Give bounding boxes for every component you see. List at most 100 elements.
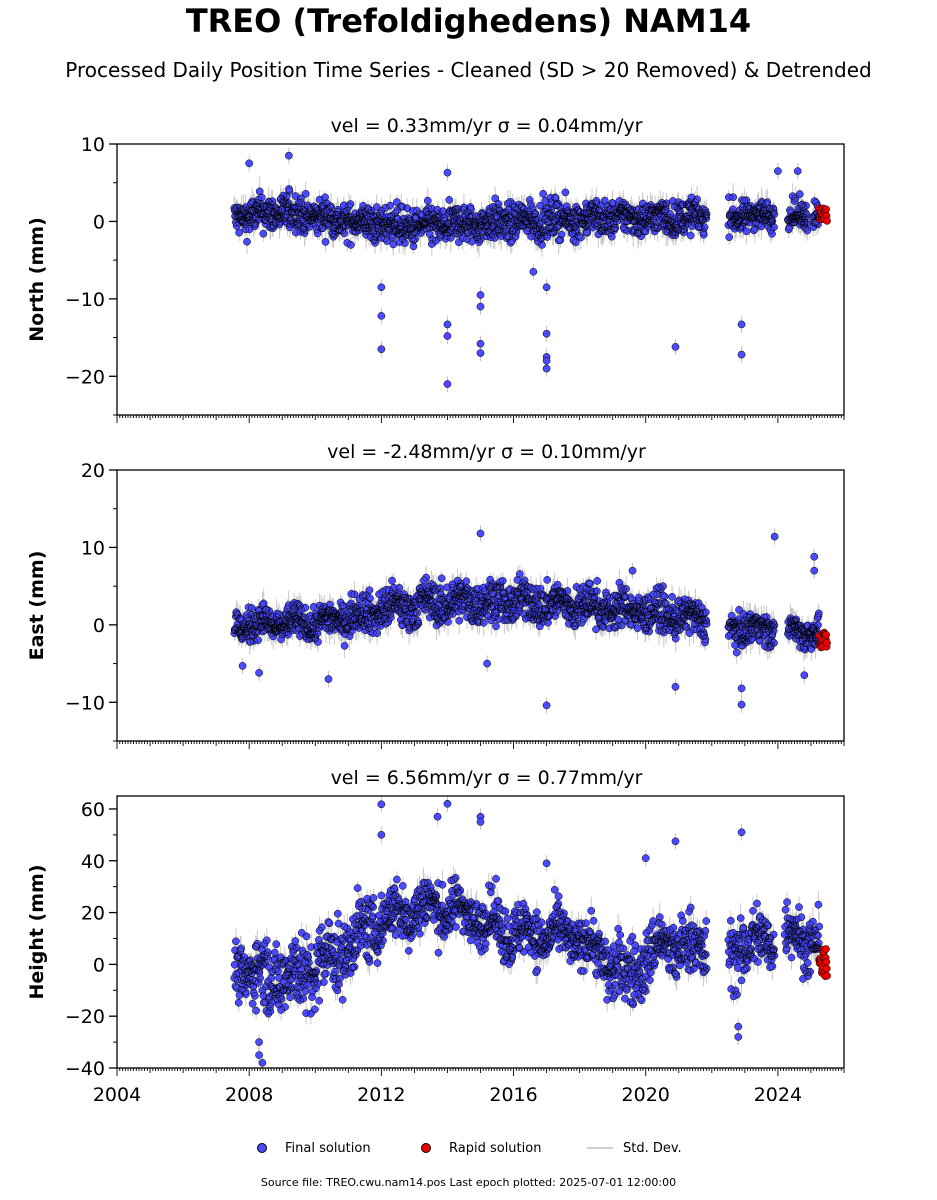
outlier-point (476, 529, 485, 538)
outlier-point (255, 669, 263, 677)
outlier-point (737, 684, 746, 693)
legend-label-rapid: Rapid solution (449, 1140, 542, 1156)
outlier-point (476, 291, 485, 299)
outlier-point (258, 1058, 267, 1067)
y-tick-label: −20 (65, 366, 105, 388)
outlier-point (377, 312, 386, 320)
panel-east: 20 10 0 −10 vel = -2.48mm/yr σ = 0.10mm/yr Ea… (26, 441, 845, 749)
outlier-point (284, 151, 293, 160)
rapid-points-east (815, 628, 831, 652)
y-tick-label: −20 (65, 1006, 105, 1028)
x-tick-label: 2008 (225, 1084, 273, 1106)
outlier-point (737, 828, 746, 837)
outlier-point (737, 350, 746, 359)
final-solution-markers (230, 570, 824, 657)
outlier-point (443, 320, 452, 329)
outlier-point (770, 532, 779, 541)
outlier-point (542, 364, 551, 373)
page-subtitle: Processed Daily Position Time Series - C… (65, 58, 872, 82)
rapid-points-height (815, 945, 831, 980)
rapid-point (822, 958, 831, 966)
outlier-point (476, 818, 485, 826)
outlier-point (542, 701, 551, 710)
outlier-point (628, 566, 637, 575)
y-tick-label: 0 (93, 615, 105, 637)
outlier-point (774, 167, 782, 175)
source-footer: Source file: TREO.cwu.nam14.pos Last epo… (260, 1176, 677, 1189)
outlier-point (542, 859, 551, 868)
panel-title-height: vel = 6.56mm/yr σ = 0.77mm/yr (331, 767, 643, 789)
outlier-point (793, 167, 802, 175)
y-tick-label: 20 (81, 460, 105, 482)
outlier-point (443, 332, 452, 340)
outlier-point (542, 356, 551, 365)
outlier-point (238, 662, 247, 670)
outlier-point (734, 1033, 743, 1041)
final-points-east (230, 529, 824, 710)
legend: Final solution Rapid solution Std. Dev. (0, 1136, 937, 1160)
rapid-marker-icon (421, 1143, 431, 1153)
x-tick-label: 2016 (489, 1084, 537, 1106)
outlier-point (443, 168, 452, 177)
rapid-point (823, 217, 831, 225)
outlier-point (443, 799, 452, 808)
outlier-point (734, 1022, 743, 1031)
outlier-point (433, 812, 442, 821)
std-line-icon (587, 1147, 613, 1149)
final-solution-markers (230, 185, 824, 251)
outlier-point (671, 837, 680, 846)
outlier-point (800, 671, 809, 680)
outlier-point (476, 302, 485, 311)
panel-height: 60 40 20 0 −20 −40 2004 2008 2012 2016 2020 2024 vel… (26, 767, 845, 1106)
outlier-point (737, 320, 746, 329)
y-tick-label: 10 (81, 134, 105, 156)
y-tick-label: 0 (93, 211, 105, 233)
time-series-plots: 10 0 −10 −20 vel = 0.33mm/yr σ = 0.04mm/yr No… (26, 115, 845, 1106)
data-points-east (230, 525, 831, 714)
legend-item-final: Final solution (257, 1136, 371, 1160)
std-dev-bars-north (233, 147, 820, 393)
legend-label-final: Final solution (285, 1140, 371, 1156)
axes-frame-north (116, 143, 845, 416)
rapid-point (822, 205, 830, 214)
final-points-height (230, 799, 824, 1067)
outlier-point (483, 659, 491, 668)
outlier-point (377, 345, 386, 354)
rapid-point (822, 630, 830, 639)
y-tick-label: 0 (93, 954, 105, 976)
outlier-point (443, 380, 452, 388)
y-tick-label: −40 (65, 1058, 105, 1080)
outlier-point (641, 854, 650, 863)
outlier-point (377, 831, 386, 839)
x-tick-label: 2024 (754, 1084, 802, 1106)
panel-title-east: vel = -2.48mm/yr σ = 0.10mm/yr (327, 441, 646, 463)
outlier-point (476, 339, 485, 348)
x-tick-label: 2012 (357, 1084, 405, 1106)
outlier-point (529, 267, 538, 276)
rapid-point (822, 945, 830, 953)
data-points-north (230, 147, 831, 393)
data-points-height (230, 796, 831, 1068)
outlier-point (737, 700, 746, 709)
rapid-points-north (815, 204, 831, 225)
y-tick-label: 10 (81, 537, 105, 559)
x-tick-label: 2004 (93, 1084, 141, 1106)
rapid-point (823, 638, 831, 647)
outlier-point (671, 343, 680, 351)
outlier-point (542, 283, 551, 292)
final-marker-icon (257, 1143, 267, 1153)
x-tick-label: 2020 (622, 1084, 670, 1106)
outlier-point (377, 800, 386, 809)
panel-title-north: vel = 0.33mm/yr σ = 0.04mm/yr (331, 115, 643, 137)
outlier-point (255, 1038, 263, 1046)
outlier-point (255, 1051, 263, 1059)
rapid-point (823, 971, 831, 980)
legend-item-rapid: Rapid solution (421, 1136, 541, 1160)
page-title: TREO (Trefoldighedens) NAM14 (185, 2, 752, 40)
panel-north: 10 0 −10 −20 vel = 0.33mm/yr σ = 0.04mm/yr No… (26, 115, 845, 423)
outlier-point (324, 675, 333, 683)
y-tick-label: −10 (65, 289, 105, 311)
y-axis-label-east: East (mm) (26, 551, 48, 661)
y-tick-label: 40 (81, 851, 105, 873)
outlier-point (542, 329, 551, 338)
